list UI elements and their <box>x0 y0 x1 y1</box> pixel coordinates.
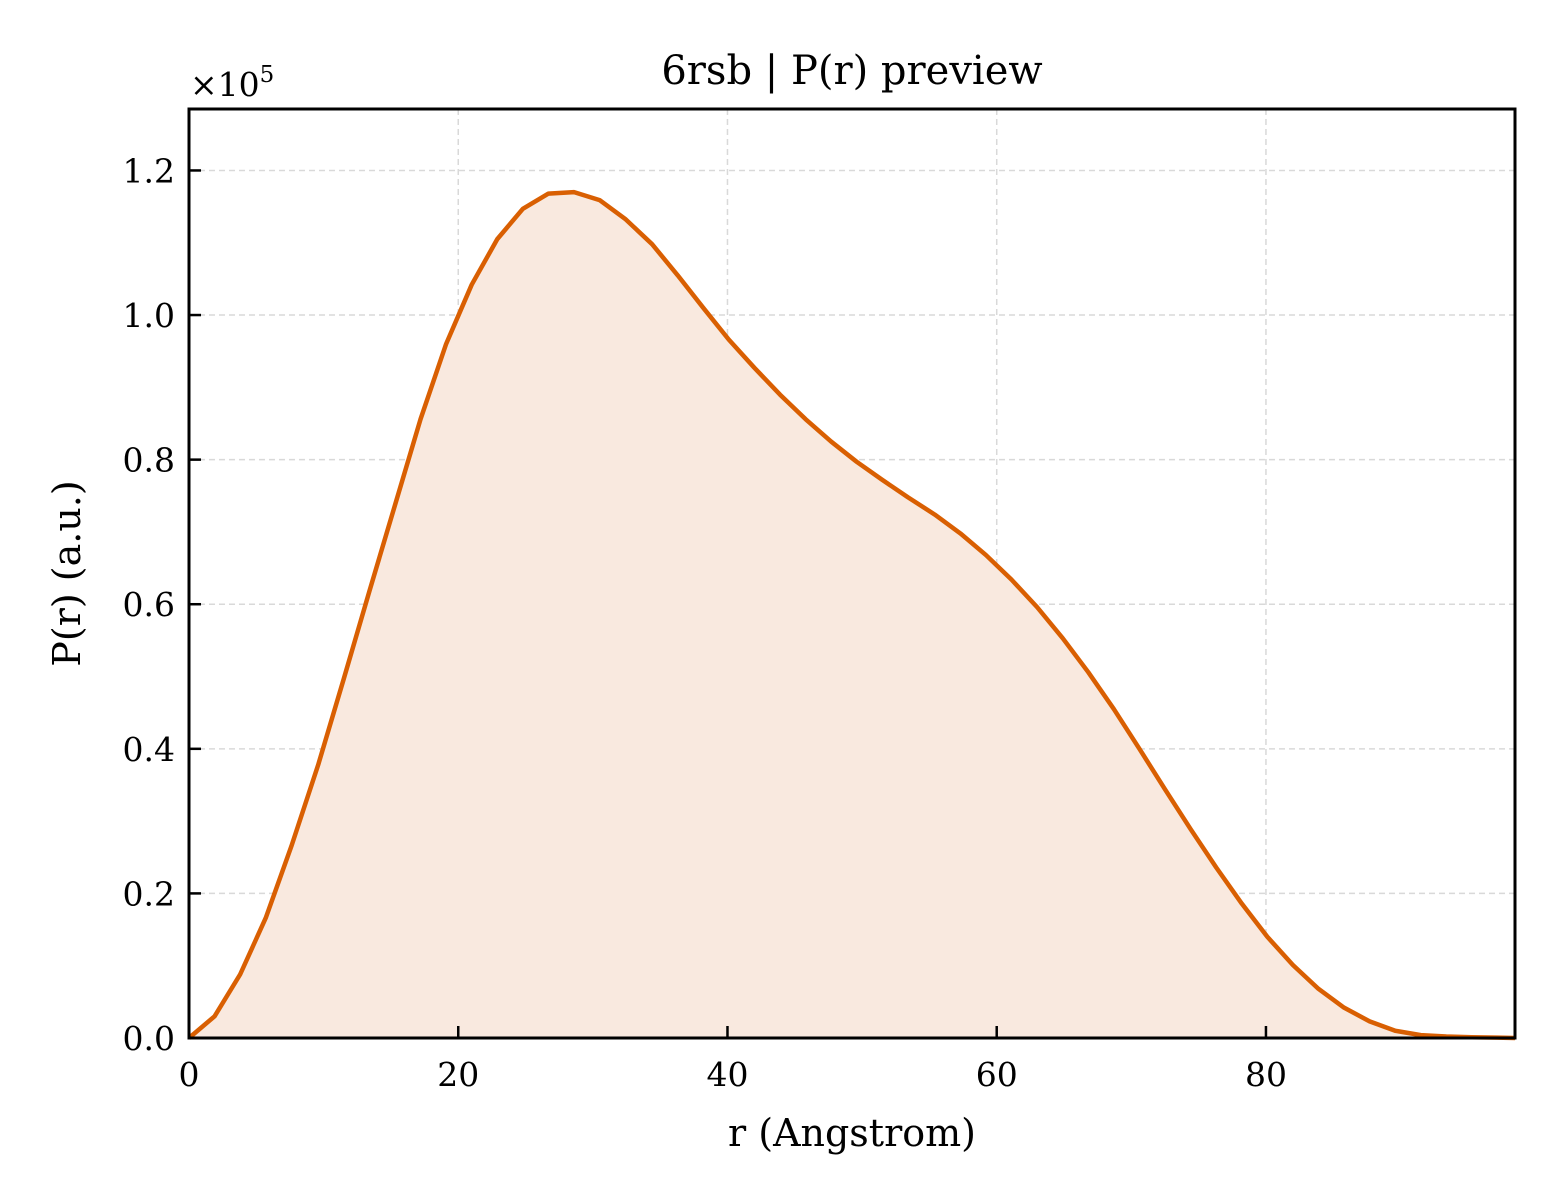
x-tick-label: 0 <box>179 1055 200 1094</box>
pr-curve-line <box>187 189 1516 1041</box>
pr-area-fill <box>189 192 1515 1038</box>
x-axis-label: r (Angstrom) <box>728 1111 976 1155</box>
y-tick-label: 0.2 <box>123 874 175 913</box>
y-multiplier-base: ×10 <box>190 65 260 104</box>
ticks <box>187 169 1268 1040</box>
x-tick-label: 20 <box>437 1055 479 1094</box>
y-tick-label: 0.4 <box>123 730 175 769</box>
y-tick-label: 1.2 <box>123 151 175 190</box>
y-tick-label: 0.6 <box>123 585 175 624</box>
chart-title: 6rsb | P(r) preview <box>661 48 1042 94</box>
x-tick-label: 60 <box>976 1055 1018 1094</box>
x-tick-label: 40 <box>706 1055 748 1094</box>
y-tick-label: 0.8 <box>123 441 175 480</box>
x-tick-label: 80 <box>1245 1055 1287 1094</box>
y-axis-label: P(r) (a.u.) <box>45 480 89 666</box>
tick-labels: 0 20 40 60 80 0.0 0.2 0.4 0.6 0.8 1.0 1.2 <box>123 151 1287 1094</box>
y-tick-label: 1.0 <box>123 296 175 335</box>
y-tick-label: 0.0 <box>123 1019 175 1058</box>
y-axis-multiplier: ×105 <box>190 62 274 104</box>
y-multiplier-exponent: 5 <box>260 62 275 88</box>
plot-frame <box>187 107 1517 1040</box>
